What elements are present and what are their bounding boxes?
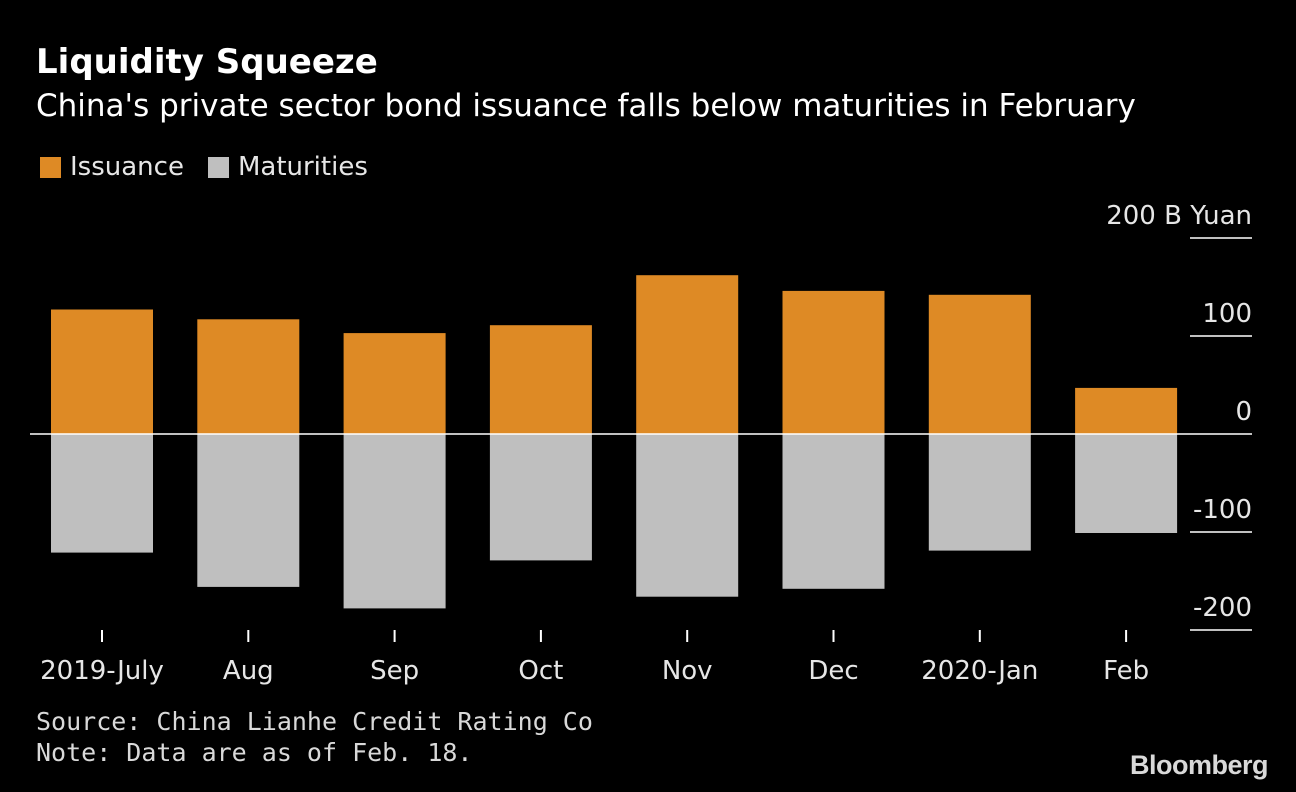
y-tick-label-100: 100 xyxy=(1202,299,1252,329)
x-tick-label-aug: Aug xyxy=(223,656,274,686)
x-tick-label-2020-jan: 2020-Jan xyxy=(921,656,1038,686)
bar-maturities-dec xyxy=(782,434,885,589)
data-note: Note: Data are as of Feb. 18. xyxy=(36,738,473,767)
legend-item-issuance: Issuance xyxy=(40,150,184,184)
bar-issuance-sep xyxy=(343,333,446,434)
bar-issuance-2020-jan xyxy=(928,294,1031,434)
bar-maturities-sep xyxy=(343,434,446,609)
bar-issuance-feb xyxy=(1075,387,1178,434)
x-tick-label-nov: Nov xyxy=(662,656,713,686)
bar-maturities-oct xyxy=(489,434,592,561)
bar-issuance-dec xyxy=(782,290,885,434)
x-tick-label-sep: Sep xyxy=(370,656,419,686)
legend-label-issuance: Issuance xyxy=(70,152,184,182)
y-tick-label--100: -100 xyxy=(1193,495,1252,525)
legend-label-maturities: Maturities xyxy=(237,152,368,182)
y-tick-label-0: 0 xyxy=(1235,397,1252,427)
bar-maturities-2020-jan xyxy=(928,434,1031,551)
bar-maturities-aug xyxy=(197,434,300,587)
chart-subtitle: China's private sector bond issuance fal… xyxy=(36,88,1136,124)
x-tick-label-oct: Oct xyxy=(518,656,563,686)
legend-swatch-maturities xyxy=(207,156,229,178)
bar-maturities-nov xyxy=(636,434,739,597)
bar-maturities-2019-july xyxy=(51,434,153,553)
bar-maturities-feb xyxy=(1075,434,1178,533)
legend-item-maturities: Maturities xyxy=(207,150,368,184)
legend-swatch-issuance xyxy=(40,156,61,178)
y-tick-label--200: -200 xyxy=(1193,593,1252,623)
y-tick-label-200: 200 B Yuan xyxy=(1106,201,1252,231)
bloomberg-logo: Bloomberg xyxy=(1129,750,1269,780)
bar-issuance-nov xyxy=(636,275,739,434)
bar-issuance-aug xyxy=(197,319,300,434)
x-tick-label-2019-july: 2019-July xyxy=(40,656,164,686)
bar-issuance-oct xyxy=(489,325,592,434)
source-note: Source: China Lianhe Credit Rating Co xyxy=(36,707,593,736)
chart-title: Liquidity Squeeze xyxy=(36,42,378,82)
x-tick-label-dec: Dec xyxy=(808,656,858,686)
legend: Issuance Maturities xyxy=(40,150,392,184)
bar-issuance-2019-july xyxy=(51,309,153,434)
x-tick-label-feb: Feb xyxy=(1103,656,1149,686)
